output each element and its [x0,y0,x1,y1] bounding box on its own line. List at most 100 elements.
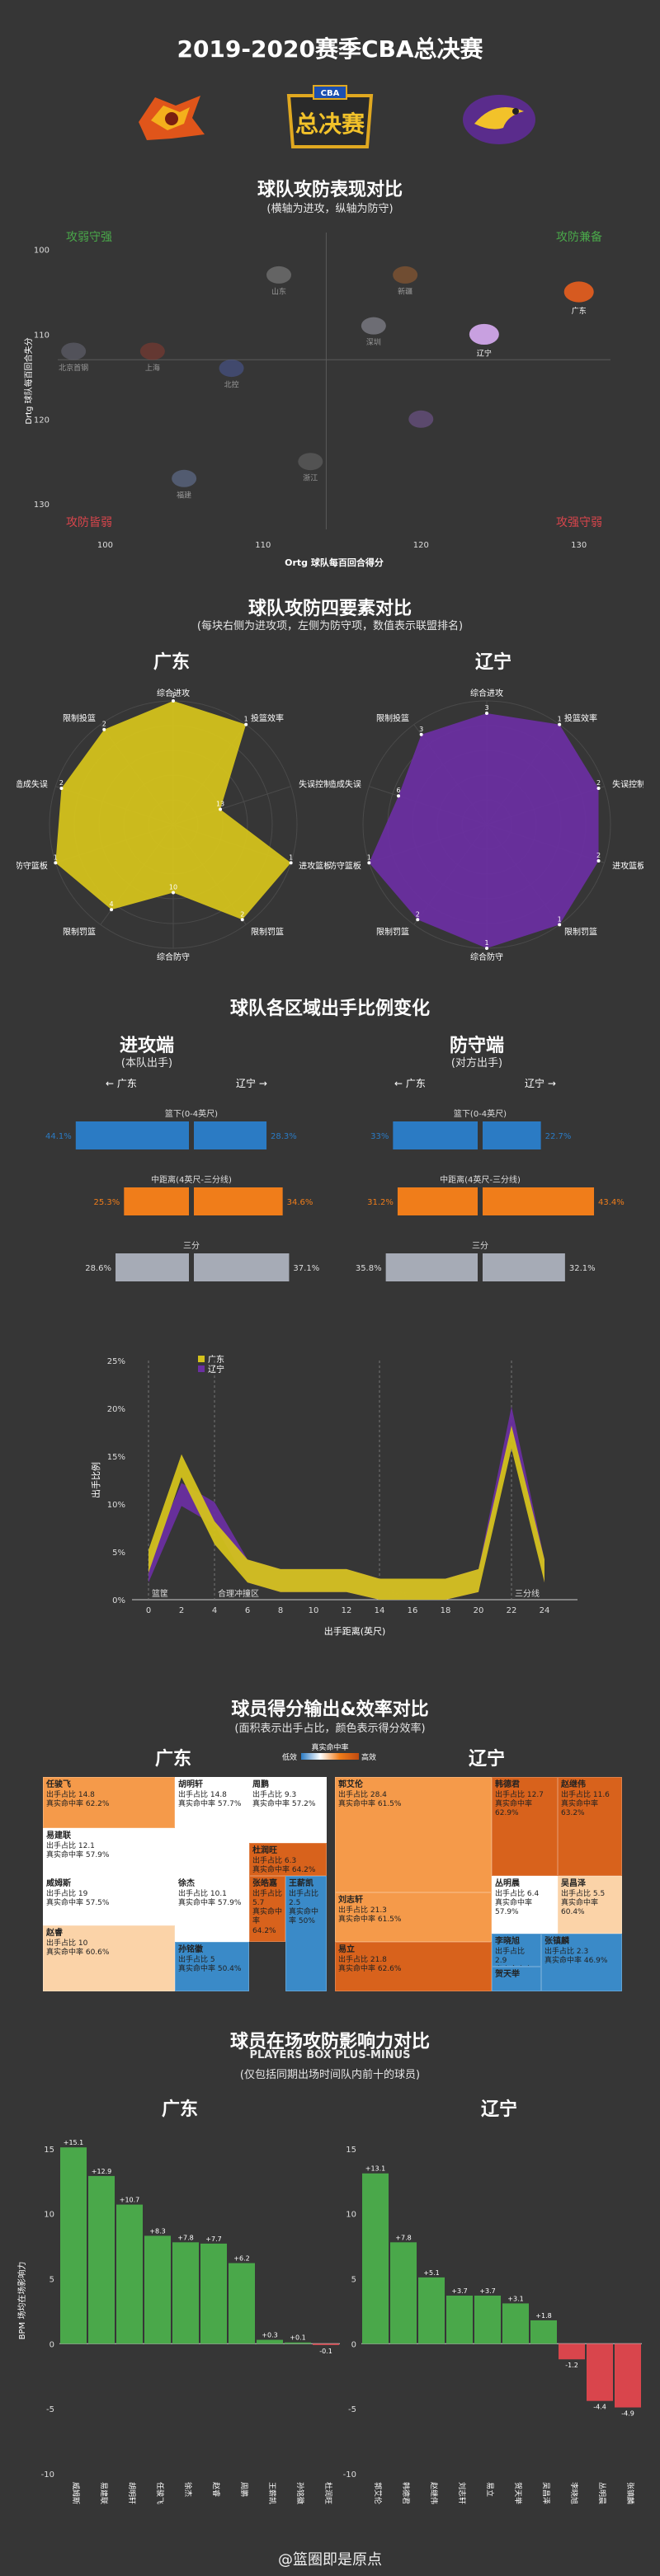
radar-value: 10 [169,884,177,891]
radar-axis-label: 综合进攻 [157,688,190,698]
dist-legend-swatch-ln [198,1366,205,1372]
team-point-label: 上海 [145,363,160,373]
zone-value-liaoning: 28.3% [271,1132,297,1141]
radar-value: 1 [289,853,293,861]
treemap-player-name: 李晓旭 [495,1937,520,1946]
scatter-x-label: Ortg 球队每百回合得分 [285,557,384,568]
treemap-team-liaoning: 辽宁 [468,1749,505,1770]
bpm-value: +7.8 [177,2234,193,2241]
treemap-player-name: 易立 [338,1945,355,1954]
radar-axis-label: 限制投篮 [376,713,409,724]
treemap-player-name: 威姆斯 [46,1879,71,1888]
bpm-value: +7.7 [205,2235,221,2243]
zones-chart: 篮下(0-4英尺) 44.1% 28.3% 中距离(4英尺-三分线) 25.3% 34.6… [45,1108,625,1281]
bpm-bar [362,2173,389,2344]
radar-value: 2 [240,910,244,918]
bpm-value: +13.1 [365,2165,386,2173]
finals-logo: CBA 总决赛 [286,85,374,148]
team-point-label: 浙江 [303,473,318,483]
zone-value-liaoning: 37.1% [293,1264,319,1273]
treemap-share: 出手占比 6.3 [252,1856,297,1865]
radar-axis-label: 防守篮板 [16,860,48,871]
dist-y-tick: 25% [107,1357,125,1366]
zone-label: 篮下(0-4英尺) [165,1108,218,1119]
bpm-value: +3.7 [479,2287,495,2295]
radar-value: 1 [54,853,58,861]
radar-point [244,722,248,726]
treemap-player-name: 韩德君 [495,1780,520,1789]
team-point-label: 北京首钢 [59,363,88,373]
scatter-y-tick: 100 [34,247,50,256]
treemap-ts: 真实命中率 60.6% [46,1948,110,1957]
team-point-label: 新疆 [398,286,412,296]
radar-point [110,908,114,912]
treemap-ts: 真实命中率 62.2% [46,1799,110,1808]
radar-axis-label: 投篮效率 [564,713,597,724]
bpm-value: +3.1 [507,2295,523,2302]
radar-value: 2 [416,910,420,918]
bpm-player-label: 韩德君 [401,2482,411,2504]
bpm-bar [418,2277,445,2344]
team-point [139,342,165,360]
zone-label: 三分 [183,1241,200,1251]
bpm-player-label: 赵睿 [211,2482,221,2497]
treemap-player-name: 张镇麟 [544,1937,569,1946]
treemap-ts: 真实命中率 62.9% [495,1799,533,1817]
treemap-ts: 真实命中率 57.5% [46,1898,110,1907]
dist-x-tick: 4 [212,1606,217,1615]
bpm-player-label: 徐杰 [183,2482,193,2497]
treemap-share: 出手占比 5.5 [561,1889,606,1898]
treemap-title: 球员得分输出&效率对比 [231,1699,429,1720]
bpm-value: +12.9 [92,2168,112,2175]
treemap-cell: 张镇麟 出手占比 2.3 真实命中率 46.9% [541,1934,622,1991]
treemap-player-name: 任骏飞 [46,1780,71,1789]
treemap-cell: 刘志轩 出手占比 21.3 真实命中率 61.5% [335,1892,492,1942]
radar-value: 2 [596,779,601,787]
treemap-share: 出手占比 11.6 [561,1790,610,1799]
team-point-label: 辽宁 [477,348,492,358]
treemap-share: 出手占比 21.8 [338,1955,387,1964]
treemap-cell: 赵继伟 出手占比 11.6 真实命中率 63.2% [558,1777,622,1876]
treemap-cell: 易建联 出手占比 12.1 真实命中率 57.9% [43,1828,175,1876]
zone-value-guangdong: 33% [370,1132,389,1141]
dist-x-label: 出手距离(英尺) [324,1625,386,1637]
dist-x-tick: 6 [245,1606,250,1615]
dist-x-tick: 16 [408,1606,418,1615]
treemap-cell: 郭艾伦 出手占比 28.4 真实命中率 61.5% [335,1777,492,1892]
treemap-cell: 孙铭徽 出手占比 5 真实命中率 50.4% [175,1942,249,1991]
zone-value-guangdong: 35.8% [356,1264,382,1273]
treemap-player-name: 胡明轩 [178,1780,203,1789]
zone-bar-liaoning [483,1121,541,1149]
bpm-value: +10.7 [120,2197,140,2204]
treemap-share: 出手占比 6.4 [495,1889,540,1898]
radar-title: 球队攻防四要素对比 [248,599,412,619]
treemap-share: 出手占比 2.5 [289,1889,319,1907]
team-point [298,453,323,471]
bpm-note: (仅包括同期出场时间队内前十的球员) [239,2069,421,2081]
treemap-cell: 贺天举 [492,1967,541,1991]
treemap-legend-high: 高效 [361,1754,377,1762]
treemap-cell: 杜润旺 出手占比 6.3 真实命中率 64.2% [249,1843,327,1876]
bpm-bar [502,2303,529,2344]
bpm-bar [229,2263,255,2344]
radar-point [240,918,244,922]
treemap-share: 出手占比 5.7 [252,1889,283,1907]
radar-value: 3 [484,704,488,712]
team-point [361,317,386,335]
radar-value: 2 [596,852,601,859]
bpm-player-label: 赵继伟 [429,2482,439,2504]
zone-value-liaoning: 43.4% [598,1198,625,1207]
treemap-share: 出手占比 2.3 [544,1947,589,1956]
scatter-x-tick: 110 [255,541,271,550]
dist-area-广东 [148,1425,544,1600]
bpm-y-tick: -10 [41,2470,54,2480]
radar-value: 2 [59,779,64,787]
treemap-player-name: 郭艾伦 [338,1780,363,1789]
scatter-title: 球队攻防表现对比 [257,180,403,200]
radar-value: 13 [216,800,224,807]
zone-bar-guangdong [385,1253,478,1281]
quadrant-top-left: 攻弱守强 [66,231,112,244]
treemap-cell: 徐杰 出手占比 10.1 真实命中率 57.9% [175,1876,249,1942]
treemap-subtitle: (面积表示出手占比，颜色表示得分效率) [234,1723,426,1735]
